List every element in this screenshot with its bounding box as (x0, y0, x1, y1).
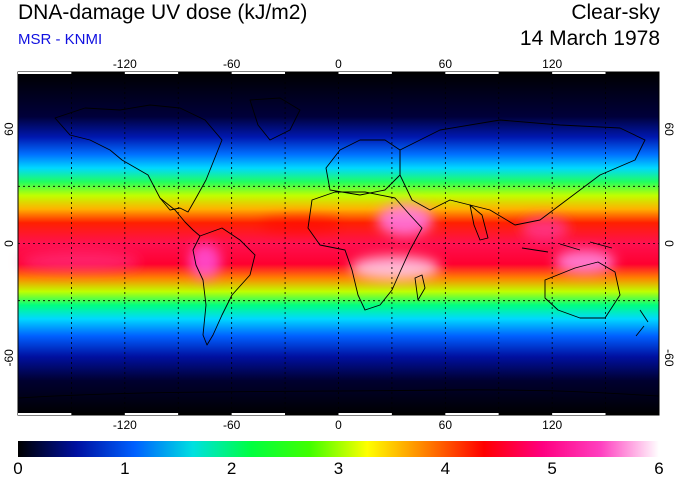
frame-bar (338, 72, 392, 74)
graticule (18, 72, 659, 415)
lon-tick-label-bottom: -120 (113, 418, 137, 432)
frame-bar (231, 413, 286, 415)
frame-bar (18, 72, 72, 74)
lon-tick-label-bottom: 60 (439, 418, 453, 432)
map-title: DNA-damage UV dose (kJ/m2) (18, 1, 308, 24)
lon-tick-label-top: 120 (542, 57, 562, 71)
frame-bar (231, 72, 286, 74)
frame-bar (285, 413, 339, 415)
lat-tick-label-left: 0 (2, 240, 16, 247)
colorbar-tick-label: 3 (333, 459, 344, 478)
lat-tick-label-left: 60 (2, 122, 16, 136)
frame-bar (552, 72, 606, 74)
frame-bar (391, 72, 446, 74)
colorbar-tick-label: 0 (13, 459, 23, 478)
frame-bar (124, 413, 179, 415)
frame-bar (552, 413, 606, 415)
lon-tick-label-bottom: -60 (223, 418, 241, 432)
lat-ticks-right: 60 0 -60 (662, 122, 676, 366)
lat-tick-label-right: -60 (662, 349, 676, 367)
colorbar-tick-label: 4 (440, 459, 451, 478)
colorbar (18, 441, 659, 457)
frame-bar (18, 413, 72, 415)
frame-bar (498, 413, 553, 415)
frame-bar (285, 72, 339, 74)
frame-bar (498, 72, 553, 74)
frame-bar (178, 413, 232, 415)
lon-tick-label-bottom: 120 (542, 418, 562, 432)
lon-ticks-top: -120 -60 0 60 120 (113, 57, 563, 71)
frame-bar (71, 413, 125, 415)
colorbar-tick-label: 2 (226, 459, 237, 478)
frame-bar (178, 72, 232, 74)
colorbar-tick-label: 6 (654, 459, 664, 478)
lat-tick-label-left: -60 (2, 349, 16, 367)
lat-tick-label-right: 60 (662, 122, 676, 136)
frame-bar (445, 72, 499, 74)
colorbar-tick-label: 5 (547, 459, 557, 478)
coastlines (17, 97, 660, 399)
frame-bar (71, 72, 125, 74)
lon-ticks-bottom: -120 -60 0 60 120 (113, 418, 563, 432)
frame-bar (605, 72, 659, 74)
frame-bar (124, 72, 179, 74)
date-label: 14 March 1978 (519, 27, 660, 50)
lon-tick-label-top: -120 (113, 57, 137, 71)
frame-bar (605, 413, 659, 415)
frame-bar (445, 413, 499, 415)
frame-bar (338, 413, 392, 415)
lon-tick-label-top: -60 (223, 57, 241, 71)
lat-tick-label-right: 0 (662, 240, 676, 247)
lon-tick-label-top: 60 (439, 57, 453, 71)
frame-bar (391, 413, 446, 415)
data-source-label: MSR - KNMI (18, 31, 103, 48)
lon-tick-label-bottom: 0 (335, 418, 342, 432)
lon-tick-label-top: 0 (335, 57, 342, 71)
colorbar-tick-label: 1 (120, 459, 130, 478)
sky-condition-label: Clear-sky (571, 1, 660, 24)
lat-ticks-left: 60 0 -60 (2, 122, 16, 366)
